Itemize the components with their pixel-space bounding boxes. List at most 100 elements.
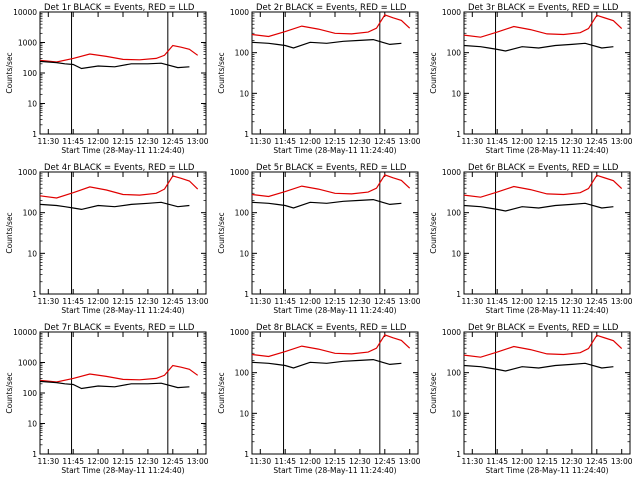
detector-chart-3: Det 3r BLACK = Events, RED = LLD 1 10 100 10… [429,3,633,155]
x-tick-label: 12:00 [511,297,533,306]
x-axis-label: Start Time (28-May-11 11:24:40) [485,466,608,475]
detector-chart-7: Det 7r BLACK = Events, RED = LLD 1 10 100 10… [5,323,209,475]
y-tick-label: 10000 [13,8,37,17]
y-tick-label: 10 [27,249,37,258]
events-series-line [251,358,402,369]
plot-frame [39,171,207,295]
y-tick-label: 1000 [230,8,249,17]
x-tick-label: 11:45 [486,297,508,306]
x-tick-label: 11:30 [37,137,59,146]
events-series-line [463,362,614,372]
events-series-line [251,198,402,209]
y-tick-label: 1000 [442,328,461,337]
chart-title: Det 7r BLACK = Events, RED = LLD [44,323,195,333]
x-tick-label: 13:00 [611,137,633,146]
x-tick-label: 12:30 [137,297,159,306]
x-tick-label: 12:45 [586,297,608,306]
y-tick-label: 10 [239,249,249,258]
detector-chart-9: Det 9r BLACK = Events, RED = LLD 1 10 100 10… [429,323,633,475]
chart-title: Det 4r BLACK = Events, RED = LLD [44,163,195,173]
lld-series-line [39,364,199,383]
y-tick-label: 1000 [18,168,37,177]
lld-series-line [463,174,623,198]
x-axis-label: Start Time (28-May-11 11:24:40) [61,466,184,475]
detector-chart-6: Det 6r BLACK = Events, RED = LLD 1 10 100 10… [429,163,633,315]
y-tick-label: 10 [451,89,461,98]
x-tick-label: 12:15 [324,137,346,146]
y-tick-label: 10 [451,249,461,258]
y-tick-label: 1000 [230,328,249,337]
y-axis-label: Counts/sec [217,212,226,253]
detector-chart-1: Det 1r BLACK = Events, RED = LLD 1 10 100 10… [5,3,209,155]
y-axis-label: Counts/sec [5,52,14,93]
x-tick-label: 12:30 [349,297,371,306]
lld-series-line [251,14,411,38]
plot-frame [463,331,631,455]
detector-chart-5: Det 5r BLACK = Events, RED = LLD 1 10 100 10… [217,163,421,315]
y-tick-label: 10 [451,409,461,418]
y-tick-label: 1 [244,450,249,459]
y-tick-label: 100 [235,49,250,58]
y-tick-label: 1000 [230,168,249,177]
lld-series-line [39,175,199,199]
x-tick-label: 11:30 [37,457,59,466]
y-tick-label: 10 [27,420,37,429]
x-tick-label: 11:45 [62,457,84,466]
x-tick-label: 12:00 [87,297,109,306]
y-tick-label: 10 [239,89,249,98]
x-tick-label: 12:00 [511,457,533,466]
plot-frame [39,11,207,135]
chart-title: Det 8r BLACK = Events, RED = LLD [256,323,407,333]
x-tick-label: 12:45 [162,137,184,146]
y-tick-label: 1 [244,130,249,139]
x-tick-label: 13:00 [611,457,633,466]
events-series-line [39,380,190,390]
y-tick-label: 1 [456,290,461,299]
lld-series-line [251,334,411,358]
y-axis-label: Counts/sec [217,372,226,413]
y-tick-label: 1 [32,290,37,299]
y-tick-label: 10 [27,100,37,109]
y-tick-label: 1000 [18,359,37,368]
x-tick-label: 11:30 [249,137,271,146]
x-tick-label: 11:30 [461,137,483,146]
y-axis-label: Counts/sec [5,372,14,413]
y-axis-label: Counts/sec [217,52,226,93]
x-tick-label: 12:00 [299,457,321,466]
detector-chart-8: Det 8r BLACK = Events, RED = LLD 1 10 100 10… [217,323,421,475]
lld-series-line [39,44,199,63]
x-tick-label: 12:00 [511,137,533,146]
x-tick-label: 11:30 [461,297,483,306]
plot-frame [463,171,631,295]
x-axis-label: Start Time (28-May-11 11:24:40) [273,146,396,155]
x-tick-label: 12:15 [112,297,134,306]
events-series-line [251,38,402,49]
x-tick-label: 11:45 [486,137,508,146]
chart-title: Det 5r BLACK = Events, RED = LLD [256,163,407,173]
x-tick-label: 12:15 [536,457,558,466]
y-axis-label: Counts/sec [5,212,14,253]
y-tick-label: 1 [32,450,37,459]
y-tick-label: 100 [235,369,250,378]
y-tick-label: 10 [239,409,249,418]
x-tick-label: 12:30 [349,137,371,146]
x-tick-label: 12:30 [561,297,583,306]
x-tick-label: 11:45 [274,297,296,306]
x-tick-label: 13:00 [187,297,209,306]
x-tick-label: 11:30 [249,297,271,306]
x-tick-label: 12:30 [137,137,159,146]
x-axis-label: Start Time (28-May-11 11:24:40) [485,306,608,315]
x-tick-label: 13:00 [399,457,421,466]
x-tick-label: 12:45 [374,457,396,466]
y-tick-label: 1 [456,450,461,459]
x-axis-label: Start Time (28-May-11 11:24:40) [61,146,184,155]
plot-frame [39,331,207,455]
y-tick-label: 100 [447,209,462,218]
x-tick-label: 13:00 [187,137,209,146]
x-tick-label: 12:30 [349,457,371,466]
y-tick-label: 1000 [442,8,461,17]
x-tick-label: 13:00 [611,297,633,306]
x-tick-label: 12:45 [586,457,608,466]
y-tick-label: 100 [447,49,462,58]
x-tick-label: 12:45 [374,137,396,146]
